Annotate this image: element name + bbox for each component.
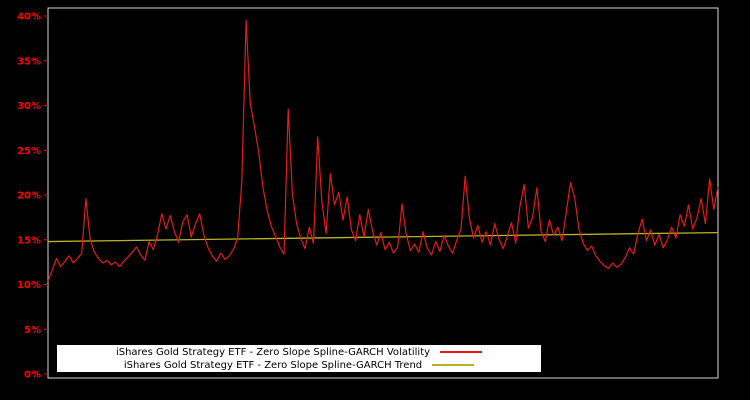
volatility-line xyxy=(47,19,719,282)
legend-line-sample-trend xyxy=(432,364,475,366)
legend-label-trend: iShares Gold Strategy ETF - Zero Slope S… xyxy=(123,359,423,371)
y-tick-label: 20% xyxy=(17,191,41,202)
y-tick-label: 35% xyxy=(17,56,41,67)
legend-line-sample-volatility xyxy=(440,351,483,353)
y-tick-label: 0% xyxy=(24,370,41,381)
y-tick-label: 40% xyxy=(17,12,41,23)
y-tick-label: 25% xyxy=(17,146,41,157)
legend-item-trend: iShares Gold Strategy ETF - Zero Slope S… xyxy=(57,359,541,372)
legend-item-volatility: iShares Gold Strategy ETF - Zero Slope S… xyxy=(57,346,541,359)
y-tick-label: 30% xyxy=(17,101,41,112)
legend: iShares Gold Strategy ETF - Zero Slope S… xyxy=(57,345,541,372)
plot-frame xyxy=(47,7,719,379)
y-tick-label: 15% xyxy=(17,235,41,246)
y-tick-label: 10% xyxy=(17,280,41,291)
legend-label-volatility: iShares Gold Strategy ETF - Zero Slope S… xyxy=(115,346,431,358)
trend-line xyxy=(47,231,719,243)
y-tick-label: 5% xyxy=(24,325,41,336)
